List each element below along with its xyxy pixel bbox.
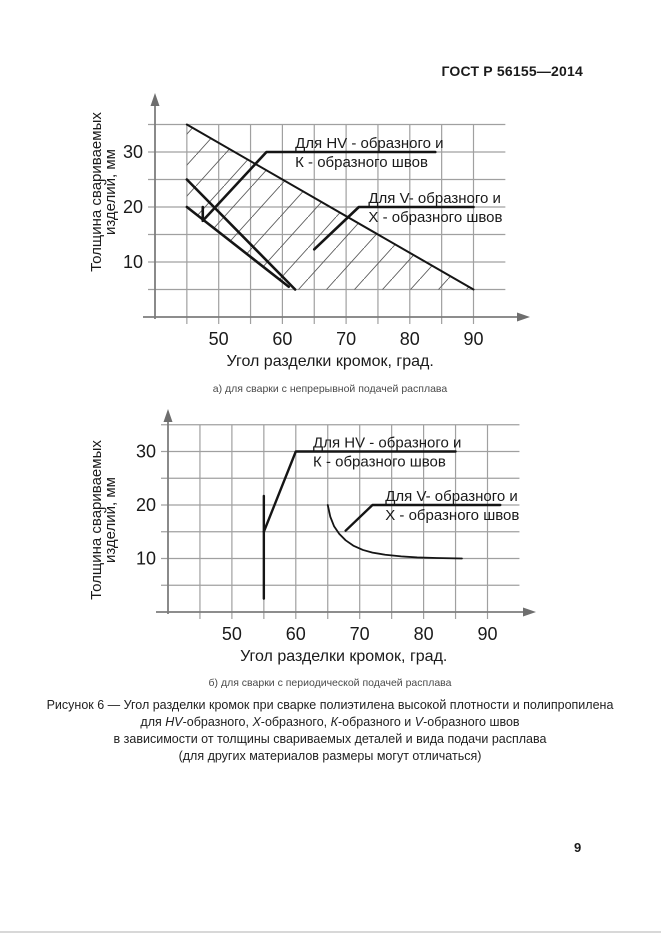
x-tick-label: 80 [400,329,420,349]
series-v-x-curve [326,504,463,560]
page-bottom-edge [0,931,661,933]
y-axis-title-line1: Толщина свариваемых [88,112,105,272]
figure-caption-line: Рисунок 6 — Угол разделки кромок при сва… [46,698,614,712]
x-axis-arrow-icon [523,607,536,617]
hv-k-label-line2: К - образного швов [313,454,446,471]
x-axis-title: Угол разделки кромок, град. [240,648,447,665]
figure-caption-line: в зависимости от толщины свариваемых дет… [113,732,547,746]
x-tick-label: 50 [209,329,229,349]
x-tick-label: 80 [414,624,434,644]
y-axis-arrow-icon [163,409,173,422]
axes-b [156,418,527,614]
y-axis-arrow-icon [150,93,160,106]
x-tick-label: 90 [463,329,483,349]
figure-caption-line: для HV-образного, Х-образного, К-образно… [140,715,520,729]
hv-k-label-line1: Для HV - образного и [295,135,443,152]
caption-chart-b: б) для сварки с периодической подачей ра… [208,677,452,689]
v-x-label-line1: Для V- образного и [385,488,518,505]
chart-a: Для HV - образного и К - образного швов Дл… [88,93,530,370]
x-tick-label: 70 [336,329,356,349]
x-tick-label: 50 [222,624,242,644]
y-tick-label: 10 [123,252,143,272]
y-tick-label: 30 [136,442,156,462]
series-upper-boundary [185,123,475,291]
hv-k-label-line2: К - образного швов [295,154,428,171]
y-tick-label: 20 [136,495,156,515]
x-tick-label: 90 [477,624,497,644]
v-x-label-line1: Для V- образного и [368,190,501,207]
x-axis-arrow-icon [517,312,530,322]
x-tick-label: 60 [272,329,292,349]
y-tick-label: 30 [123,142,143,162]
chart-b: Для HV - образного и К - образного швов Дл… [88,409,536,665]
series-hv-k-line [201,150,437,223]
axes-a [143,102,521,319]
x-axis-title: Угол разделки кромок, град. [227,353,434,370]
document-header: ГОСТ Р 56155—2014 [441,63,583,79]
series-middle-boundary [185,178,297,291]
y-axis-title-line2: изделий, мм [102,477,119,563]
hv-k-label-line1: Для HV - образного и [313,435,461,452]
y-axis-title-line2: изделий, мм [102,149,119,235]
page-number: 9 [574,840,582,855]
v-x-label-line2: Х - образного швов [385,507,519,524]
figure-caption-line: (для других материалов размеры могут отл… [178,749,482,763]
series-v-x-leader [344,503,502,532]
y-tick-label: 10 [136,549,156,569]
v-x-label-line2: Х - образного швов [368,209,502,226]
series-hv-k-line [262,450,457,533]
x-tick-label: 70 [350,624,370,644]
y-tick-label: 20 [123,197,143,217]
y-axis-title-line1: Толщина свариваемых [88,440,105,600]
figure-caption: Рисунок 6 — Угол разделки кромок при сва… [20,697,640,765]
series-v-x-line [312,205,475,251]
x-tick-label: 60 [286,624,306,644]
caption-chart-a: а) для сварки с непрерывной подачей расп… [212,383,448,395]
